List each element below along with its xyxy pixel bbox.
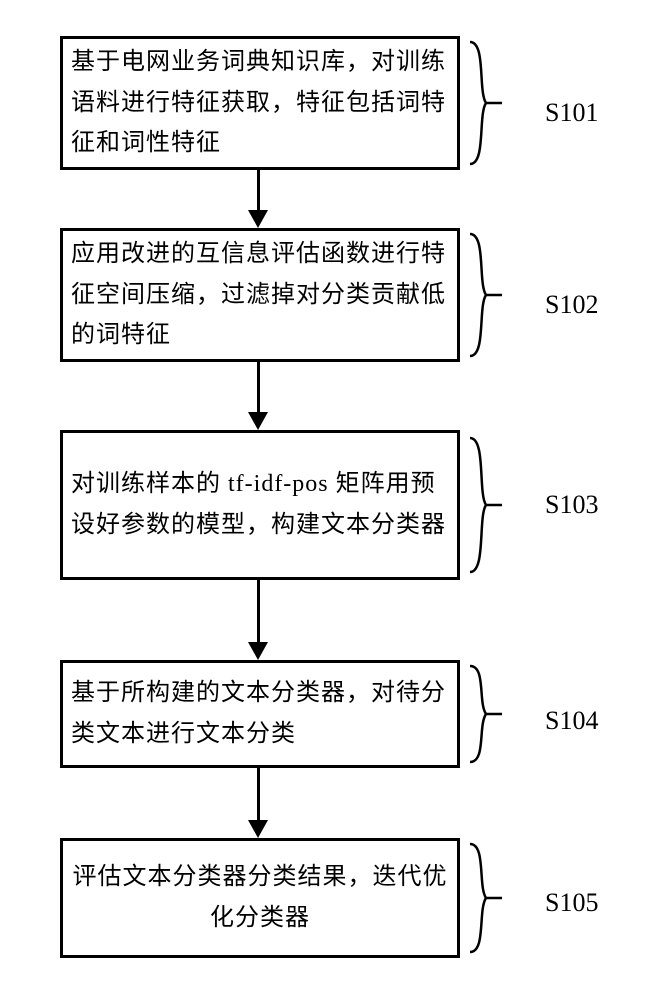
flow-step-5: 评估文本分类器分类结果，迭代优化分类器 [60,838,460,958]
brace-2 [468,232,502,358]
label-s105: S105 [545,888,598,918]
arrow-2-head [248,412,268,430]
arrow-4-head [248,820,268,838]
flow-step-2-text: 应用改进的互信息评估函数进行特征空间压缩，过滤掉对分类贡献低的词特征 [63,234,457,356]
flow-step-2: 应用改进的互信息评估函数进行特征空间压缩，过滤掉对分类贡献低的词特征 [60,228,460,362]
brace-3 [468,436,502,574]
brace-4 [468,664,502,764]
flow-step-5-text: 评估文本分类器分类结果，迭代优化分类器 [63,857,457,939]
flow-step-3-text: 对训练样本的 tf-idf-pos 矩阵用预设好参数的模型，构建文本分类器 [63,464,457,546]
flow-step-4-text: 基于所构建的文本分类器，对待分类文本进行文本分类 [63,673,457,755]
flow-step-1-text: 基于电网业务词典知识库，对训练语料进行特征获取，特征包括词特征和词性特征 [63,42,457,164]
arrow-3 [257,580,260,642]
label-s104: S104 [545,706,598,736]
flowchart-canvas: 基于电网业务词典知识库，对训练语料进行特征获取，特征包括词特征和词性特征 S10… [0,0,662,1000]
arrow-2 [257,362,260,412]
arrow-1 [257,170,260,210]
label-s103: S103 [545,490,598,520]
label-s101: S101 [545,98,598,128]
arrow-4 [257,768,260,820]
flow-step-1: 基于电网业务词典知识库，对训练语料进行特征获取，特征包括词特征和词性特征 [60,36,460,170]
label-s102: S102 [545,290,598,320]
brace-5 [468,842,502,954]
flow-step-3: 对训练样本的 tf-idf-pos 矩阵用预设好参数的模型，构建文本分类器 [60,430,460,580]
flow-step-4: 基于所构建的文本分类器，对待分类文本进行文本分类 [60,660,460,768]
arrow-1-head [248,210,268,228]
arrow-3-head [248,642,268,660]
brace-1 [468,40,502,166]
